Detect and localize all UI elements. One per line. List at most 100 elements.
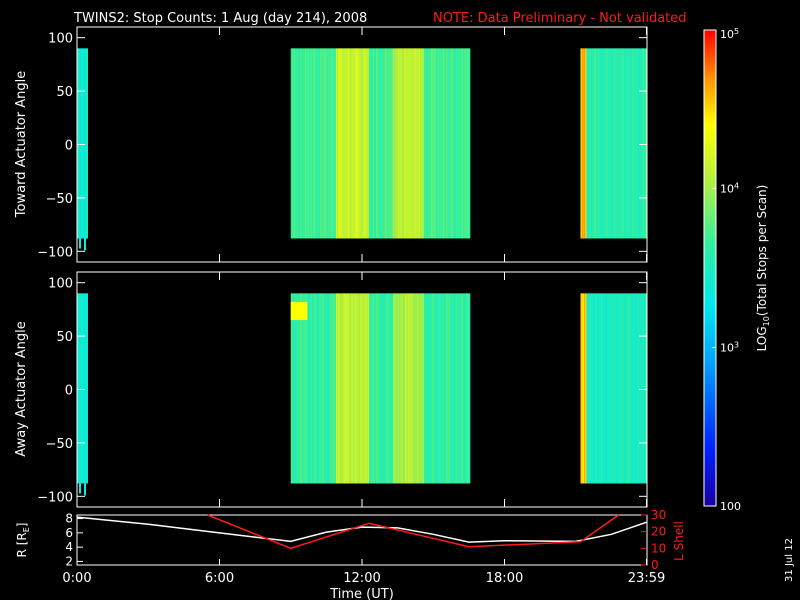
colorbar-ticks: 100 103 104 105 <box>712 27 741 513</box>
r-tick-label: 6 <box>65 526 73 540</box>
colorbar: 100 103 104 105 LOG10(Total Stops per Scan) <box>703 27 771 513</box>
heatmap-cell <box>338 48 340 239</box>
heatmap-cell <box>344 48 346 239</box>
heatmap-cell <box>407 293 409 484</box>
heatmap-cell <box>386 293 389 484</box>
heatmap-cell <box>637 48 639 239</box>
heatmap-cell <box>438 293 440 484</box>
heatmap-cell <box>398 293 401 484</box>
heatmap-cell <box>86 293 88 484</box>
heatmap-cell <box>430 293 433 484</box>
heatmap-cell <box>375 293 377 484</box>
heatmap-cell <box>383 48 385 239</box>
heatmap-cell <box>633 48 636 239</box>
y-tick-label: 50 <box>56 330 73 345</box>
heatmap-cell <box>364 293 366 484</box>
heatmap-cell <box>356 48 358 239</box>
heatmap-cell <box>381 293 383 484</box>
heatmap-cell <box>79 293 81 484</box>
heatmap-cell <box>619 48 622 239</box>
heatmap-cell <box>601 293 604 484</box>
heatmap-cell <box>588 48 591 239</box>
heatmap-cell <box>397 293 400 484</box>
heatmap-cell <box>369 48 371 239</box>
heatmap-cell <box>419 48 421 239</box>
heatmap-cell <box>631 293 634 484</box>
heatmap-cell <box>296 48 299 239</box>
heatmap-cell <box>339 293 341 484</box>
heatmap-cell <box>599 48 601 239</box>
heatmap-cell <box>433 293 435 484</box>
heatmap-cell <box>362 293 364 484</box>
heatmap-cell <box>291 48 294 239</box>
heatmap-cell <box>331 293 333 484</box>
heatmap-cell <box>357 293 359 484</box>
heatmap-cell <box>290 48 293 239</box>
heatmap-cell <box>452 48 454 239</box>
heatmap-cell <box>303 48 306 239</box>
heatmap-cell <box>357 48 359 239</box>
heatmap-cell <box>394 293 396 484</box>
heatmap-cell <box>422 293 425 484</box>
heatmap-cell <box>606 48 609 239</box>
heatmap-cell <box>369 293 371 484</box>
heatmap-cell <box>434 293 436 484</box>
heatmap-cell <box>334 293 337 484</box>
heatmap-cell <box>454 293 457 484</box>
heatmap-cell <box>416 293 419 484</box>
radius-line <box>76 516 648 543</box>
heatmap-cell <box>612 293 615 484</box>
heatmap-cell <box>448 293 451 484</box>
heatmap-cell <box>407 48 409 239</box>
heatmap-cell <box>352 293 354 484</box>
heatmap-cell <box>598 48 600 239</box>
heatmap-cell <box>605 293 607 484</box>
heatmap-cell <box>414 293 416 484</box>
heatmap-cell <box>293 48 295 239</box>
heatmap-cell <box>363 293 365 484</box>
heatmap-cell <box>467 48 470 239</box>
heatmap-cell <box>341 48 344 239</box>
heatmap-cell <box>299 293 301 484</box>
heatmap-cell <box>580 293 582 484</box>
heatmap-cell <box>389 293 391 484</box>
heatmap-cell <box>333 293 335 484</box>
colorbar-tick-label: 100 <box>720 500 741 513</box>
heatmap-cell <box>408 293 410 484</box>
heatmap-cell <box>312 293 314 484</box>
heatmap-cell <box>436 293 439 484</box>
heatmap-cell <box>428 293 430 484</box>
heatmap-cell <box>343 293 345 484</box>
heatmap-cell <box>353 48 356 239</box>
heatmap-cell <box>403 293 406 484</box>
time-axis-label: Time (UT) <box>329 587 394 600</box>
heatmap-cell <box>421 293 423 484</box>
heatmap-cell <box>582 293 585 484</box>
heatmap-cell <box>436 48 439 239</box>
r-tick-label: 4 <box>65 540 73 554</box>
heatmap-cell <box>613 293 616 484</box>
lshell-axis-label: L Shell <box>672 521 686 561</box>
heatmap-cell <box>303 293 306 484</box>
heatmap-cell <box>465 48 467 239</box>
heatmap-cell <box>398 48 401 239</box>
heatmap-cell <box>373 48 376 239</box>
heatmap-cell <box>409 48 411 239</box>
heatmap-cell <box>433 48 435 239</box>
heatmap-cell <box>618 48 620 239</box>
colorbar-tick-label: 104 <box>720 182 739 196</box>
heatmap-cell <box>610 48 612 239</box>
heatmap-cell <box>341 293 344 484</box>
heatmap-cell <box>427 48 429 239</box>
heatmap-cell <box>327 48 330 239</box>
y-tick-label: 100 <box>48 277 73 292</box>
heatmap-cell <box>460 48 463 239</box>
heatmap-cell <box>464 48 466 239</box>
heatmap-cell <box>584 293 586 484</box>
heatmap-cell <box>80 293 83 484</box>
heatmap-cell <box>377 48 379 239</box>
heatmap-cell <box>622 293 624 484</box>
heatmap-cell <box>84 238 86 251</box>
heatmap-cell <box>318 293 320 484</box>
heatmap-cell <box>391 48 394 239</box>
